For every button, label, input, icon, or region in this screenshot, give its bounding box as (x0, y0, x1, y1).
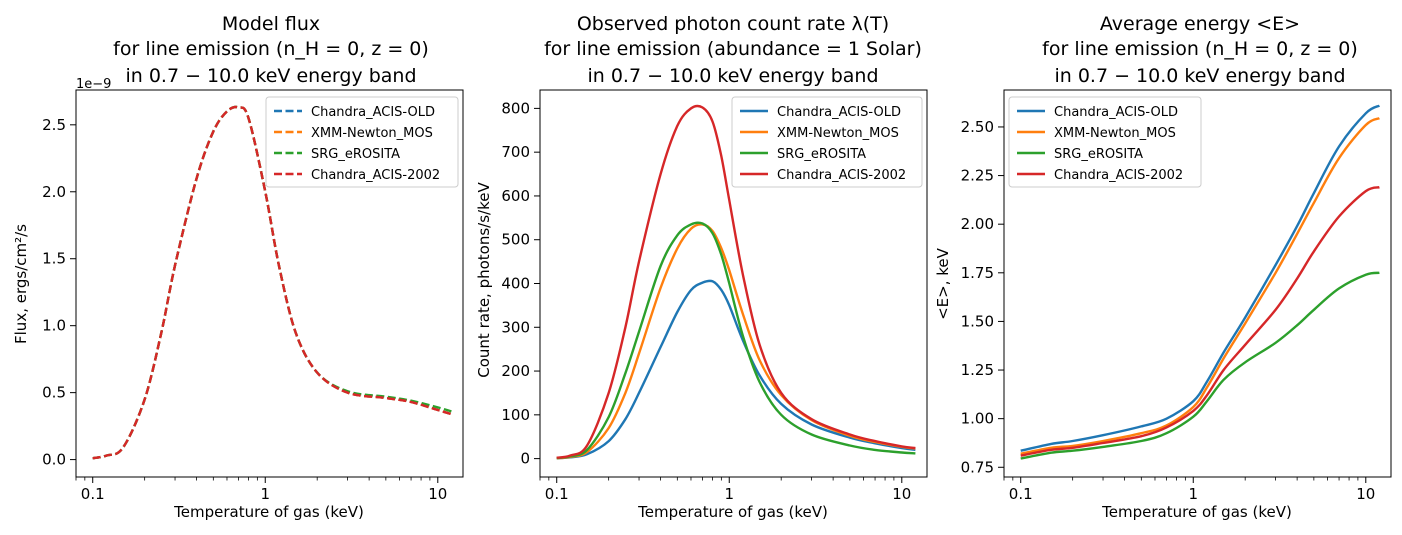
y-tick-label: 1.00 (961, 410, 994, 428)
y-tick-label: 100 (501, 406, 530, 424)
y-tick-label: 0.75 (961, 458, 994, 476)
panel-photon-count-rate: Observed photon count rate λ(T) for line… (475, 13, 928, 521)
x-tick-label: 10 (428, 485, 447, 503)
y-tick-label: 0.0 (42, 451, 66, 469)
series-line-chandra-acis-old (556, 279, 916, 460)
x-tick-label: 0.1 (545, 485, 569, 503)
legend-entry-label: SRG_eROSITA (777, 147, 866, 162)
chart-title-line-2: for line emission (n_H = 0, z = 0) (1042, 38, 1358, 60)
y-tick-label: 2.00 (961, 215, 994, 233)
y-tick-label: 300 (501, 318, 530, 336)
panel-average-energy: Average energy <E> for line emission (n_… (934, 13, 1392, 521)
x-axis-label: Temperature of gas (keV) (637, 503, 828, 521)
legend-entry-label: Chandra_ACIS-OLD (777, 105, 901, 120)
chart-title-line-1: Model flux (222, 13, 320, 35)
series-line-chandra-acis-2002 (556, 104, 916, 459)
x-tick-label: 1 (260, 485, 270, 503)
y-tick-label: 1.5 (42, 250, 66, 268)
panel-model-flux: Model flux for line emission (n_H = 0, z… (12, 13, 464, 521)
x-tick-label: 0.1 (81, 485, 105, 503)
y-tick-label: 700 (501, 143, 530, 161)
chart-title-line-1: Average energy <E> (1100, 13, 1300, 35)
legend-entry-label: XMM-Newton_MOS (777, 126, 899, 141)
legend: Chandra_ACIS-OLD XMM-Newton_MOS SRG_eROSIT… (731, 96, 923, 188)
y-tick-label: 800 (501, 99, 530, 117)
legend-entry-label: SRG_eROSITA (311, 147, 400, 162)
y-tick-label: 600 (501, 187, 530, 205)
y-axis-label: <E>, keV (934, 247, 952, 320)
axes-frame (1003, 89, 1392, 478)
y-tick-label: 500 (501, 231, 530, 249)
y-tick-label: 2.0 (42, 183, 66, 201)
series-line-srg-erosita (556, 221, 916, 460)
legend-box (1008, 96, 1202, 188)
legend-entry-label: Chandra_ACIS-2002 (311, 168, 440, 183)
y-axis-label: Flux, ergs/cm²/s (12, 224, 30, 344)
x-axis-label: Temperature of gas (keV) (1101, 503, 1292, 521)
legend-entry-label: Chandra_ACIS-OLD (311, 105, 435, 120)
plot-area: 0.1 1 10 0.75 1.00 1.25 1.50 1.75 2.00 2.25 2.50 Ch… (961, 89, 1392, 503)
y-tick-label: 0.5 (42, 384, 66, 402)
legend-box (265, 96, 459, 188)
series-line-chandra-acis-2002 (92, 105, 452, 460)
legend-box (731, 96, 923, 188)
y-tick-label: 1.50 (961, 312, 994, 330)
legend-entry-label: Chandra_ACIS-2002 (777, 168, 906, 183)
axes-frame (75, 89, 464, 478)
chart-title-line-3: in 0.7 − 10.0 keV energy band (125, 65, 416, 87)
legend: Chandra_ACIS-OLD XMM-Newton_MOS SRG_eROSIT… (265, 96, 459, 188)
x-axis-label: Temperature of gas (keV) (173, 503, 364, 521)
y-axis-label: Count rate, photons/s/keV (475, 182, 493, 378)
legend-entry-label: SRG_eROSITA (1054, 147, 1143, 162)
series-line-xmm-newton-mos (556, 223, 916, 460)
y-scale-note: 1e−9 (76, 77, 111, 92)
y-tick-label: 400 (501, 275, 530, 293)
x-tick-label: 0.1 (1009, 485, 1033, 503)
x-tick-label: 10 (1356, 485, 1375, 503)
plot-area: 0.1 1 10 0.0 0.5 1.0 1.5 2.0 2.5 Chandra_ACIS-OLD… (42, 89, 464, 503)
legend-entry-label: Chandra_ACIS-2002 (1054, 168, 1183, 183)
series-line-srg-erosita (1020, 271, 1380, 460)
series-line-xmm-newton-mos (1020, 117, 1380, 455)
chart-title-line-1: Observed photon count rate λ(T) (577, 13, 889, 35)
x-tick-label: 1 (1188, 485, 1198, 503)
y-tick-label: 2.25 (961, 167, 994, 185)
legend-entry-label: Chandra_ACIS-OLD (1054, 105, 1178, 120)
y-tick-label: 200 (501, 362, 530, 380)
y-tick-label: 2.50 (961, 118, 994, 136)
chart-title-line-2: for line emission (abundance = 1 Solar) (544, 38, 922, 60)
chart-title-line-3: in 0.7 − 10.0 keV energy band (1054, 65, 1345, 87)
series-line-chandra-acis-2002 (1020, 186, 1380, 457)
y-tick-label: 1.0 (42, 317, 66, 335)
y-tick-label: 1.25 (961, 361, 994, 379)
legend: Chandra_ACIS-OLD XMM-Newton_MOS SRG_eROSIT… (1008, 96, 1202, 188)
chart-title-line-2: for line emission (n_H = 0, z = 0) (113, 38, 429, 60)
y-tick-label: 2.5 (42, 116, 66, 134)
legend-entry-label: XMM-Newton_MOS (1054, 126, 1176, 141)
y-tick-label: 1.75 (961, 264, 994, 282)
y-tick-label: 0 (520, 450, 530, 468)
chart-title-line-3: in 0.7 − 10.0 keV energy band (587, 65, 878, 87)
series-line-chandra-acis-old (1020, 104, 1381, 452)
x-tick-label: 1 (724, 485, 734, 503)
x-tick-label: 10 (892, 485, 911, 503)
legend-entry-label: XMM-Newton_MOS (311, 126, 433, 141)
